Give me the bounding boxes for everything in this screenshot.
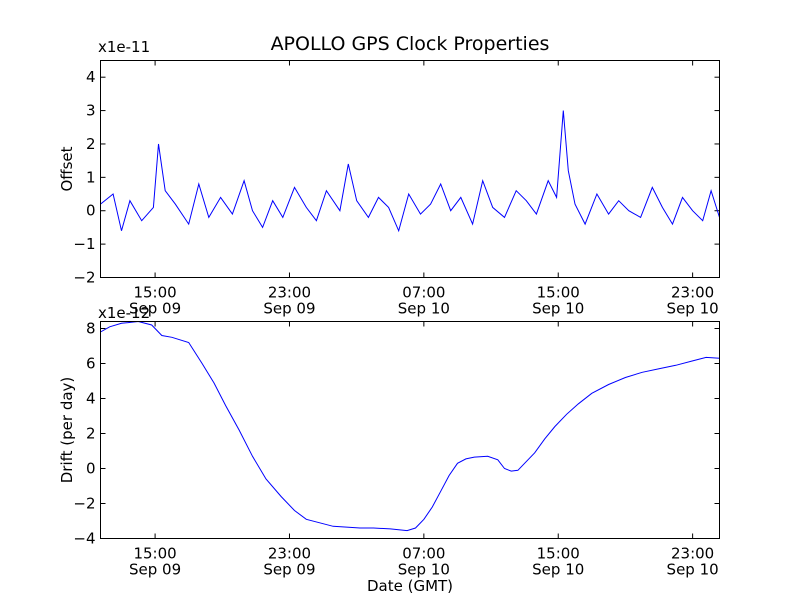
y-tick-label: 8 xyxy=(86,320,96,338)
x-tick-date-label: Sep 10 xyxy=(398,300,450,318)
x-tick-time-label: 23:00 xyxy=(671,284,714,302)
x-tick-date-label: Sep 09 xyxy=(263,300,315,318)
offset-series-line xyxy=(100,110,720,233)
drift-x-axis-label: Date (GMT) xyxy=(367,577,453,595)
x-tick-time-label: 15:00 xyxy=(537,284,580,302)
x-tick-time-label: 15:00 xyxy=(537,545,580,563)
x-tick-time-label: 15:00 xyxy=(133,545,176,563)
y-tick-label: 6 xyxy=(86,355,96,373)
y-tick-label: 4 xyxy=(86,390,96,408)
x-tick-date-label: Sep 10 xyxy=(667,300,719,318)
x-tick-date-label: Sep 10 xyxy=(532,561,584,579)
y-tick-label: 4 xyxy=(86,68,96,86)
x-tick-date-label: Sep 10 xyxy=(398,561,450,579)
x-tick-date-label: Sep 09 xyxy=(263,561,315,579)
figure-title: APOLLO GPS Clock Properties xyxy=(271,33,550,55)
y-tick-label: −2 xyxy=(73,269,95,287)
x-tick-time-label: 07:00 xyxy=(402,284,445,302)
x-tick-date-label: Sep 09 xyxy=(129,561,181,579)
drift-y-axis-label: Drift (per day) xyxy=(58,377,76,484)
y-tick-label: 2 xyxy=(86,135,96,153)
offset-plot-frame xyxy=(100,60,720,278)
drift-y-scale-label: x1e-12 xyxy=(98,304,150,322)
y-tick-label: −2 xyxy=(73,495,95,513)
x-tick-date-label: Sep 09 xyxy=(129,300,181,318)
x-tick-time-label: 15:00 xyxy=(133,284,176,302)
drift-series-line xyxy=(100,320,720,532)
x-tick-time-label: 07:00 xyxy=(402,545,445,563)
y-tick-label: 3 xyxy=(86,102,96,120)
drift-plot-frame xyxy=(100,321,720,539)
y-tick-label: −4 xyxy=(73,530,95,548)
offset-y-axis-label: Offset xyxy=(58,146,76,191)
x-tick-time-label: 23:00 xyxy=(268,545,311,563)
drift-panel: x1e-12 Drift (per day) −4−20246815:00Sep… xyxy=(58,304,720,595)
x-tick-time-label: 23:00 xyxy=(671,545,714,563)
y-tick-label: 0 xyxy=(86,202,96,220)
y-tick-label: 2 xyxy=(86,425,96,443)
x-tick-date-label: Sep 10 xyxy=(532,300,584,318)
offset-y-scale-label: x1e-11 xyxy=(98,38,150,56)
x-tick-date-label: Sep 10 xyxy=(667,561,719,579)
y-tick-label: 0 xyxy=(86,460,96,478)
y-tick-label: −1 xyxy=(73,235,95,253)
y-tick-label: 1 xyxy=(86,168,96,186)
x-tick-time-label: 23:00 xyxy=(268,284,311,302)
